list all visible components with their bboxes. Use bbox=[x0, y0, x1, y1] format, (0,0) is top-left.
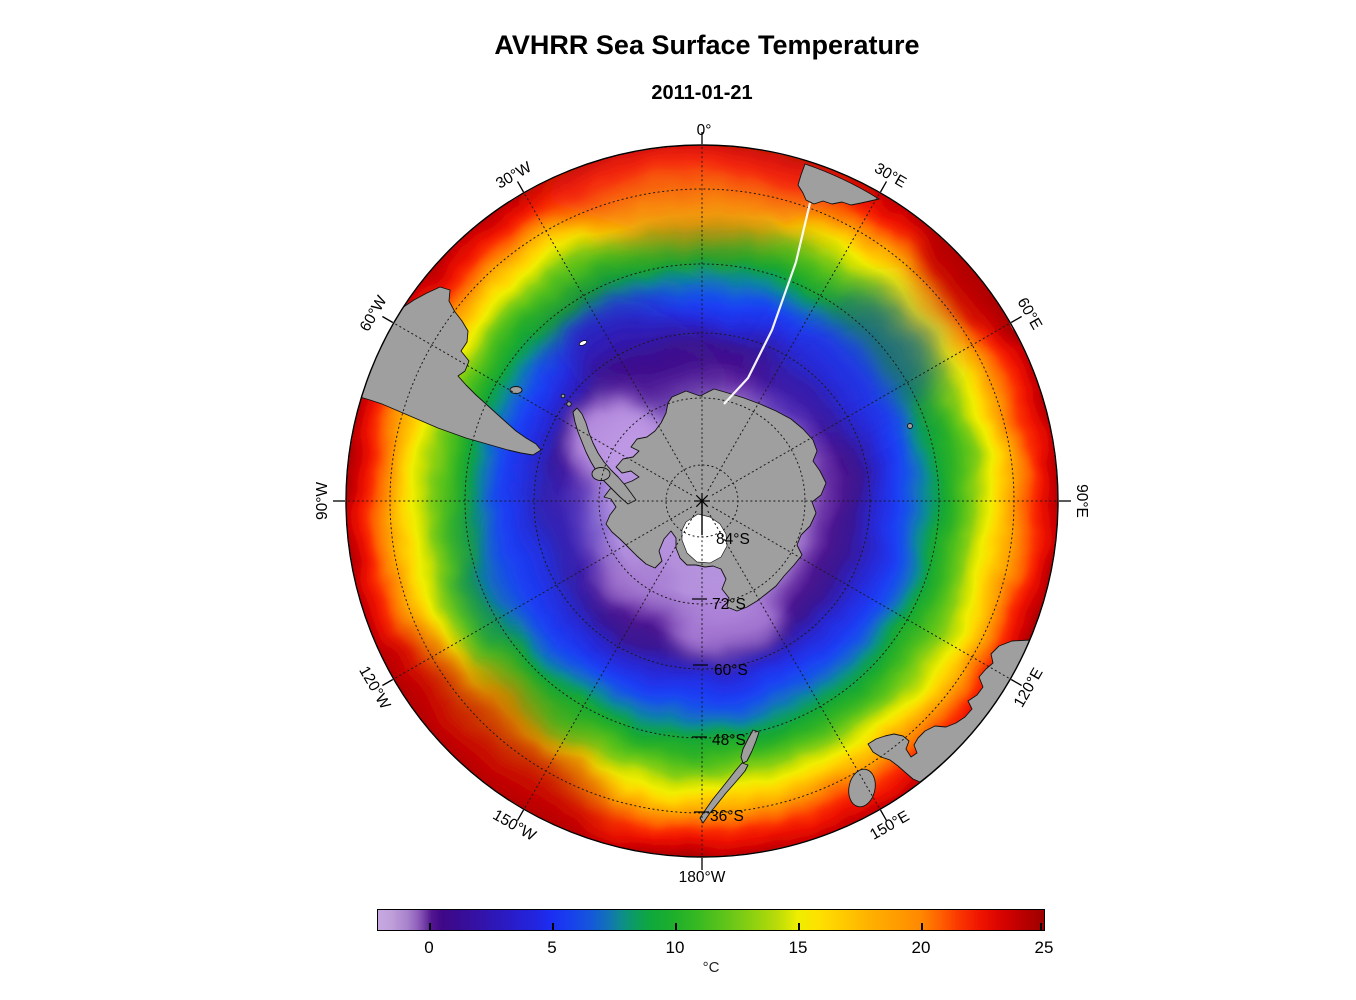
parallel-label-48s: 48°S bbox=[712, 732, 746, 749]
colorbar-tick-label-0: 0 bbox=[424, 938, 434, 957]
meridian-30w bbox=[523, 192, 697, 492]
meridian-label-120w: 120°W bbox=[355, 663, 393, 712]
kerguelen-island bbox=[907, 423, 913, 429]
meridian-60e bbox=[711, 322, 1011, 496]
new-zealand-north-island bbox=[740, 729, 760, 764]
meridian-ticks bbox=[333, 132, 1071, 870]
colorbar-tick bbox=[1040, 923, 1042, 930]
peninsula-island bbox=[566, 401, 572, 407]
south-georgia-island bbox=[578, 340, 588, 346]
parallel-72s bbox=[598, 397, 806, 605]
colorbar-unit-label: °C bbox=[702, 959, 720, 976]
meridian-150w bbox=[523, 510, 697, 810]
south-pole-marker bbox=[694, 493, 710, 535]
meridian-150e bbox=[707, 510, 881, 810]
colorbar-tick-label-20: 20 bbox=[911, 938, 931, 957]
africa bbox=[797, 163, 880, 206]
meridian-label-30w: 30°W bbox=[493, 159, 535, 193]
cold-bellingshausen bbox=[470, 456, 594, 640]
colorbar-tick bbox=[797, 923, 800, 930]
peninsula-island-2 bbox=[560, 393, 566, 399]
meridian-60w bbox=[393, 322, 693, 496]
meridian-label-60e: 60°E bbox=[1014, 295, 1046, 333]
antarctica bbox=[603, 388, 827, 612]
colorbar-tick bbox=[920, 923, 923, 930]
bright-red-atlantic bbox=[535, 145, 865, 243]
meridian-30e bbox=[707, 192, 881, 492]
colorbar-tick-label-15: 15 bbox=[788, 938, 808, 957]
meridian-label-90e: 90°E bbox=[1073, 484, 1090, 518]
colorbar-tick bbox=[675, 923, 678, 930]
data-gap-swath bbox=[723, 202, 812, 405]
parallel-ticks bbox=[692, 598, 709, 813]
new-zealand-south-island bbox=[699, 762, 749, 824]
meridian-label-180w: 180°W bbox=[679, 869, 726, 886]
land-masks bbox=[359, 163, 1031, 824]
colorbar bbox=[377, 909, 1045, 931]
graticule bbox=[345, 144, 1059, 858]
colorbar-tick-label-10: 10 bbox=[665, 938, 685, 957]
parallel-label-36s: 36°S bbox=[710, 808, 744, 825]
colorbar-tick-label-5: 5 bbox=[547, 938, 557, 957]
colorbar-tick bbox=[429, 923, 432, 930]
colorbar-tick-label-25: 25 bbox=[1034, 938, 1054, 957]
meridian-label-0: 0° bbox=[697, 122, 712, 139]
warm-tongue-pacific bbox=[356, 641, 608, 857]
parallel-label-84s: 84°S bbox=[716, 531, 750, 548]
map-boundary bbox=[345, 144, 1059, 858]
meridian-label-60w: 60°W bbox=[357, 293, 391, 335]
meridian-120w bbox=[393, 506, 693, 680]
ross-ice-shelf bbox=[681, 513, 728, 564]
tasmania bbox=[848, 768, 876, 808]
colorbar-tick bbox=[552, 923, 555, 930]
lavender-ross-coast bbox=[670, 592, 784, 658]
meridian-label-30e: 30°E bbox=[871, 160, 909, 192]
lavender-amundsen-coast bbox=[598, 559, 682, 611]
alexander-island bbox=[591, 467, 611, 481]
meridian-120e bbox=[711, 506, 1011, 680]
parallel-label-60s: 60°S bbox=[714, 662, 748, 679]
meridian-label-90w: 90°W bbox=[314, 482, 331, 520]
antarctic-peninsula bbox=[572, 407, 637, 505]
figure-date: 2011-01-21 bbox=[651, 82, 753, 104]
figure-title: AVHRR Sea Surface Temperature bbox=[494, 30, 920, 60]
parallel-label-72s: 72°S bbox=[712, 596, 746, 613]
meridian-label-120e: 120°E bbox=[1011, 665, 1047, 710]
falkland-islands bbox=[509, 386, 523, 394]
sst-field bbox=[346, 145, 1058, 857]
cold-pocket-indian bbox=[759, 295, 945, 437]
